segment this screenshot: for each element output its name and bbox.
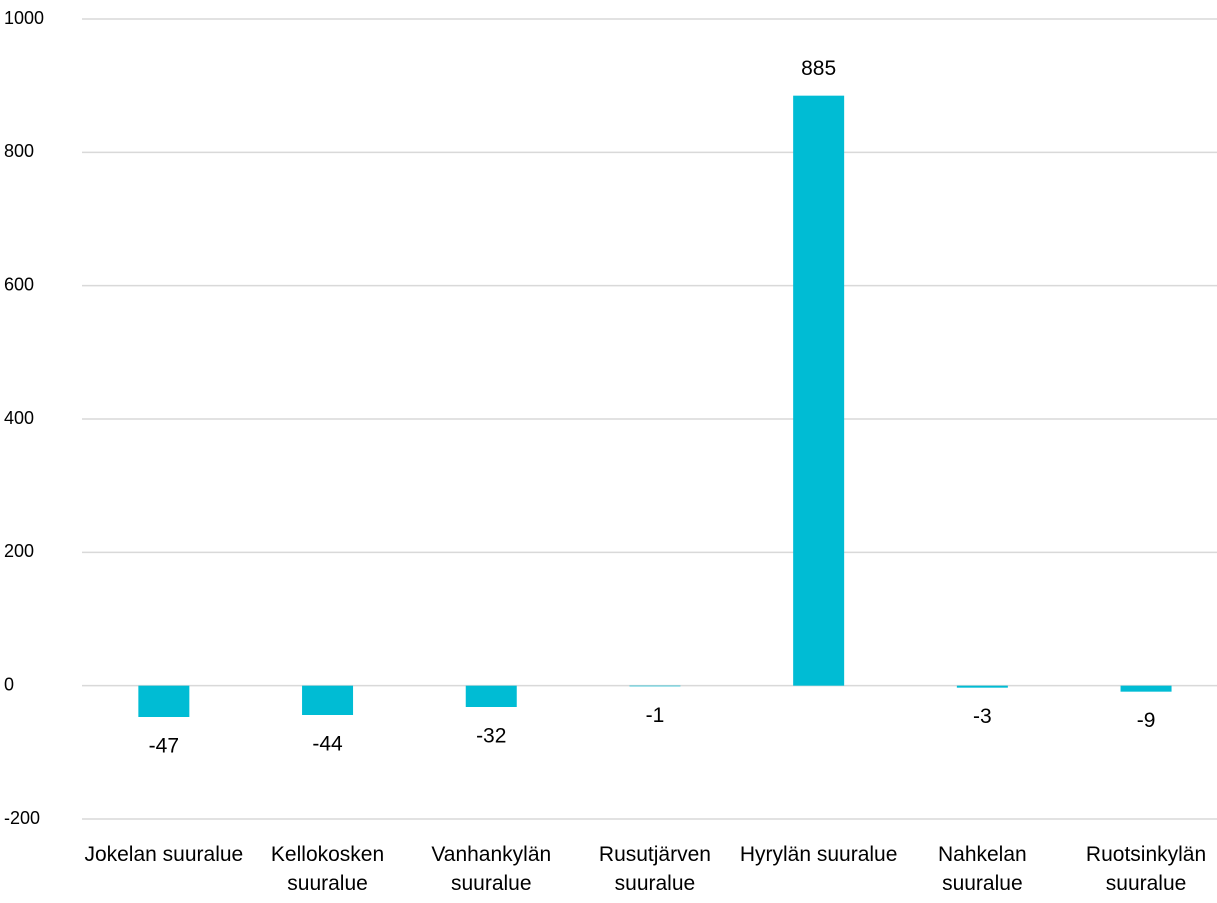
y-tick-label: 200 bbox=[4, 541, 34, 561]
value-label: -47 bbox=[149, 735, 179, 758]
bar bbox=[793, 95, 845, 686]
value-label: -3 bbox=[973, 705, 992, 728]
value-label: -1 bbox=[646, 704, 665, 727]
x-tick-label: Rusutjärven suuralue bbox=[598, 843, 711, 895]
value-label: -44 bbox=[312, 733, 343, 756]
y-tick-label: 800 bbox=[4, 141, 34, 161]
y-tick-label: 0 bbox=[4, 674, 14, 694]
bar bbox=[465, 685, 517, 707]
x-tick-label: Ruotsinkylän suuralue bbox=[1085, 843, 1207, 895]
bar bbox=[1120, 685, 1172, 692]
bar bbox=[302, 685, 354, 715]
bar bbox=[629, 685, 681, 687]
x-tick-label: Kellokosken suuralue bbox=[270, 843, 385, 895]
x-tick-label: Jokelan suuralue bbox=[84, 843, 244, 866]
x-tick-label: Nahkelan suuralue bbox=[937, 843, 1027, 895]
bar bbox=[956, 685, 1008, 688]
value-label: -32 bbox=[476, 725, 506, 748]
x-tick-label: Vanhankylän suuralue bbox=[431, 843, 552, 895]
value-label: 885 bbox=[801, 57, 836, 80]
y-tick-label: 1000 bbox=[4, 8, 44, 28]
bar bbox=[138, 685, 190, 717]
y-tick-label: -200 bbox=[4, 808, 40, 828]
x-tick-label: Hyrylän suuralue bbox=[739, 843, 898, 866]
y-tick-label: 600 bbox=[4, 274, 34, 294]
value-label: -9 bbox=[1137, 709, 1156, 732]
y-tick-label: 400 bbox=[4, 408, 34, 428]
